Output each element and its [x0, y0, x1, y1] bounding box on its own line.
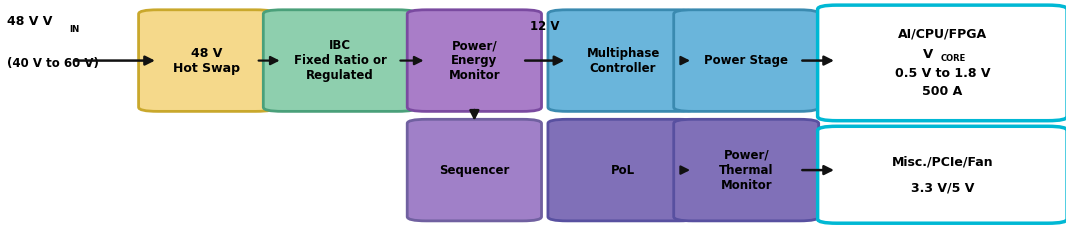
Text: Sequencer: Sequencer	[439, 164, 510, 177]
Text: 500 A: 500 A	[922, 86, 963, 99]
Text: (40 V to 60 V): (40 V to 60 V)	[7, 57, 99, 70]
FancyBboxPatch shape	[548, 10, 698, 111]
FancyBboxPatch shape	[407, 119, 542, 221]
FancyBboxPatch shape	[818, 126, 1066, 223]
Text: CORE: CORE	[940, 54, 966, 63]
Text: IN: IN	[69, 25, 80, 34]
Text: Misc./PCIe/Fan: Misc./PCIe/Fan	[891, 155, 994, 168]
Text: AI/CPU/FPGA: AI/CPU/FPGA	[898, 28, 987, 41]
Text: V: V	[923, 48, 934, 61]
Text: 0.5 V to 1.8 V: 0.5 V to 1.8 V	[894, 67, 990, 80]
Text: 12 V: 12 V	[530, 20, 560, 33]
FancyBboxPatch shape	[674, 10, 819, 111]
FancyBboxPatch shape	[263, 10, 417, 111]
Text: Power Stage: Power Stage	[705, 54, 788, 67]
Text: Power/
Thermal
Monitor: Power/ Thermal Monitor	[718, 149, 774, 192]
Text: 48 V V: 48 V V	[7, 15, 53, 28]
FancyBboxPatch shape	[674, 119, 819, 221]
Text: IBC
Fixed Ratio or
Regulated: IBC Fixed Ratio or Regulated	[293, 39, 387, 82]
Text: PoL: PoL	[611, 164, 635, 177]
Text: 3.3 V/5 V: 3.3 V/5 V	[910, 181, 974, 194]
FancyBboxPatch shape	[139, 10, 275, 111]
FancyBboxPatch shape	[548, 119, 698, 221]
Text: Power/
Energy
Monitor: Power/ Energy Monitor	[449, 39, 500, 82]
FancyBboxPatch shape	[407, 10, 542, 111]
Text: Multiphase
Controller: Multiphase Controller	[586, 47, 660, 75]
Text: 48 V
Hot Swap: 48 V Hot Swap	[174, 47, 240, 75]
FancyBboxPatch shape	[818, 5, 1066, 121]
